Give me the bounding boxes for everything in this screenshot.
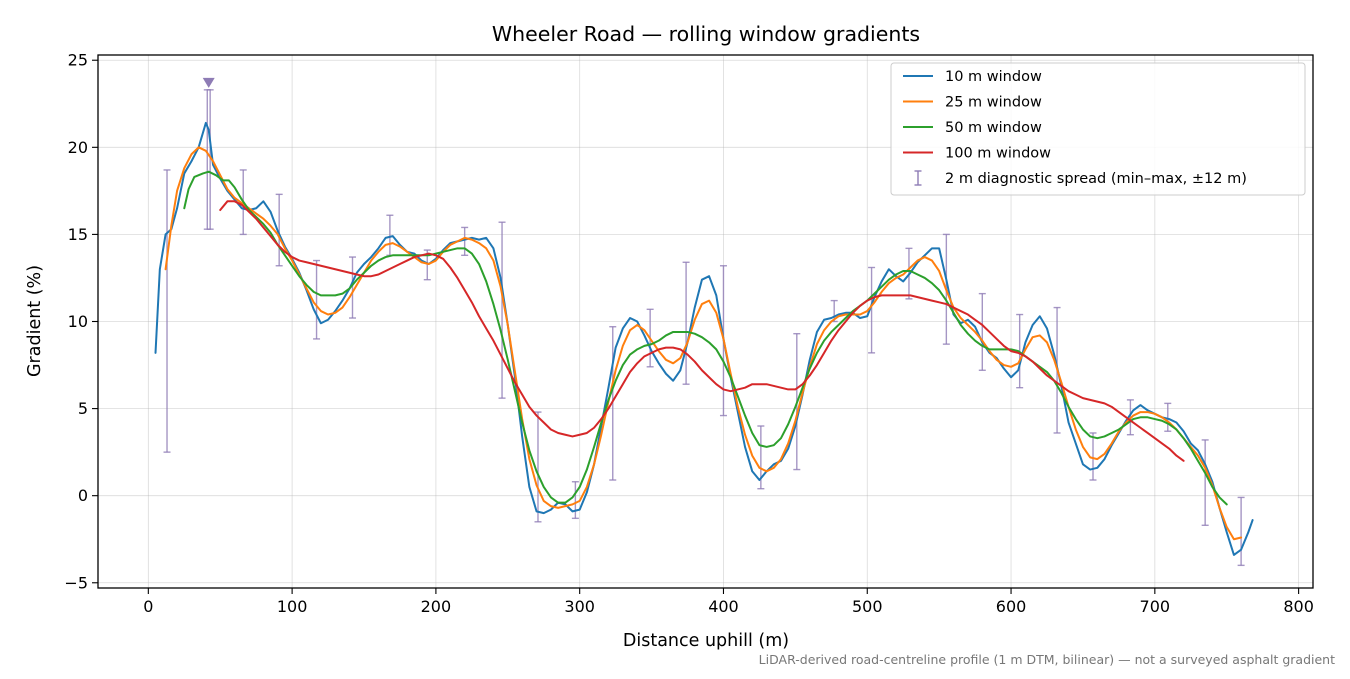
x-tick-label: 100 (277, 597, 308, 616)
diagnostic-error-bars (163, 77, 1245, 567)
x-tick-label: 400 (708, 597, 739, 616)
y-axis-label: Gradient (%) (25, 265, 45, 377)
x-tick-label: 300 (564, 597, 595, 616)
chart-title: Wheeler Road — rolling window gradients (492, 22, 920, 46)
x-tick-label: 0 (143, 597, 153, 616)
x-tick-label: 600 (996, 597, 1027, 616)
diagnostic-error-bar (1164, 402, 1172, 432)
series-line-1 (154, 121, 1254, 556)
diagnostic-error-bar (206, 89, 214, 230)
diagnostic-error-bar (1201, 439, 1209, 526)
y-tick-label: 5 (78, 399, 88, 418)
legend-box (890, 62, 1306, 196)
legend-label: 50 m window (945, 120, 1042, 136)
diagnostic-error-bar (461, 226, 469, 257)
diagnostic-error-bar (1237, 496, 1245, 567)
series-line-4 (219, 200, 1185, 462)
legend-label: 2 m diagnostic spread (min–max, ±12 m) (945, 171, 1247, 187)
diagnostic-error-bar (275, 193, 283, 267)
diagnostic-error-bar (978, 292, 986, 371)
diagnostic-error-bar (868, 266, 876, 354)
diagnostic-error-bar (571, 481, 579, 520)
y-tick-label: 25 (68, 51, 88, 70)
legend-label: 10 m window (945, 69, 1042, 85)
y-tick-label: 0 (78, 486, 88, 505)
x-tick-label: 700 (1140, 597, 1171, 616)
peak-marker (202, 77, 215, 88)
x-tick-label: 500 (852, 597, 883, 616)
x-tick-label: 200 (421, 597, 452, 616)
legend-label: 25 m window (945, 95, 1042, 111)
plot-series (154, 121, 1254, 556)
diagnostic-error-bar (1089, 432, 1097, 481)
y-tick-label: 20 (68, 138, 88, 157)
axis-ticks: 0 100 200 300 400 500 600 700 800 −5 0 5 10 15 20 25 (64, 51, 1313, 616)
x-axis-label: Distance uphill (m) (623, 631, 789, 651)
x-tick-label: 800 (1283, 597, 1314, 616)
diagnostic-error-bar (498, 221, 506, 399)
diagnostic-error-bar (682, 261, 690, 385)
diagnostic-error-bar (534, 411, 542, 523)
diagnostic-error-bar (163, 169, 171, 453)
y-tick-label: 10 (68, 312, 88, 331)
footnote: LiDAR-derived road-centreline profile (1… (759, 652, 1335, 667)
legend-label: 100 m window (945, 146, 1051, 162)
y-tick-label: 15 (68, 225, 88, 244)
diagnostic-error-bar (609, 326, 617, 481)
legend: 10 m window 25 m window 50 m window 100 m w… (890, 62, 1306, 196)
diagnostic-error-bar (349, 256, 357, 319)
diagnostic-error-bar (313, 259, 321, 340)
y-tick-label: −5 (64, 573, 88, 592)
series-line-2 (164, 146, 1243, 541)
